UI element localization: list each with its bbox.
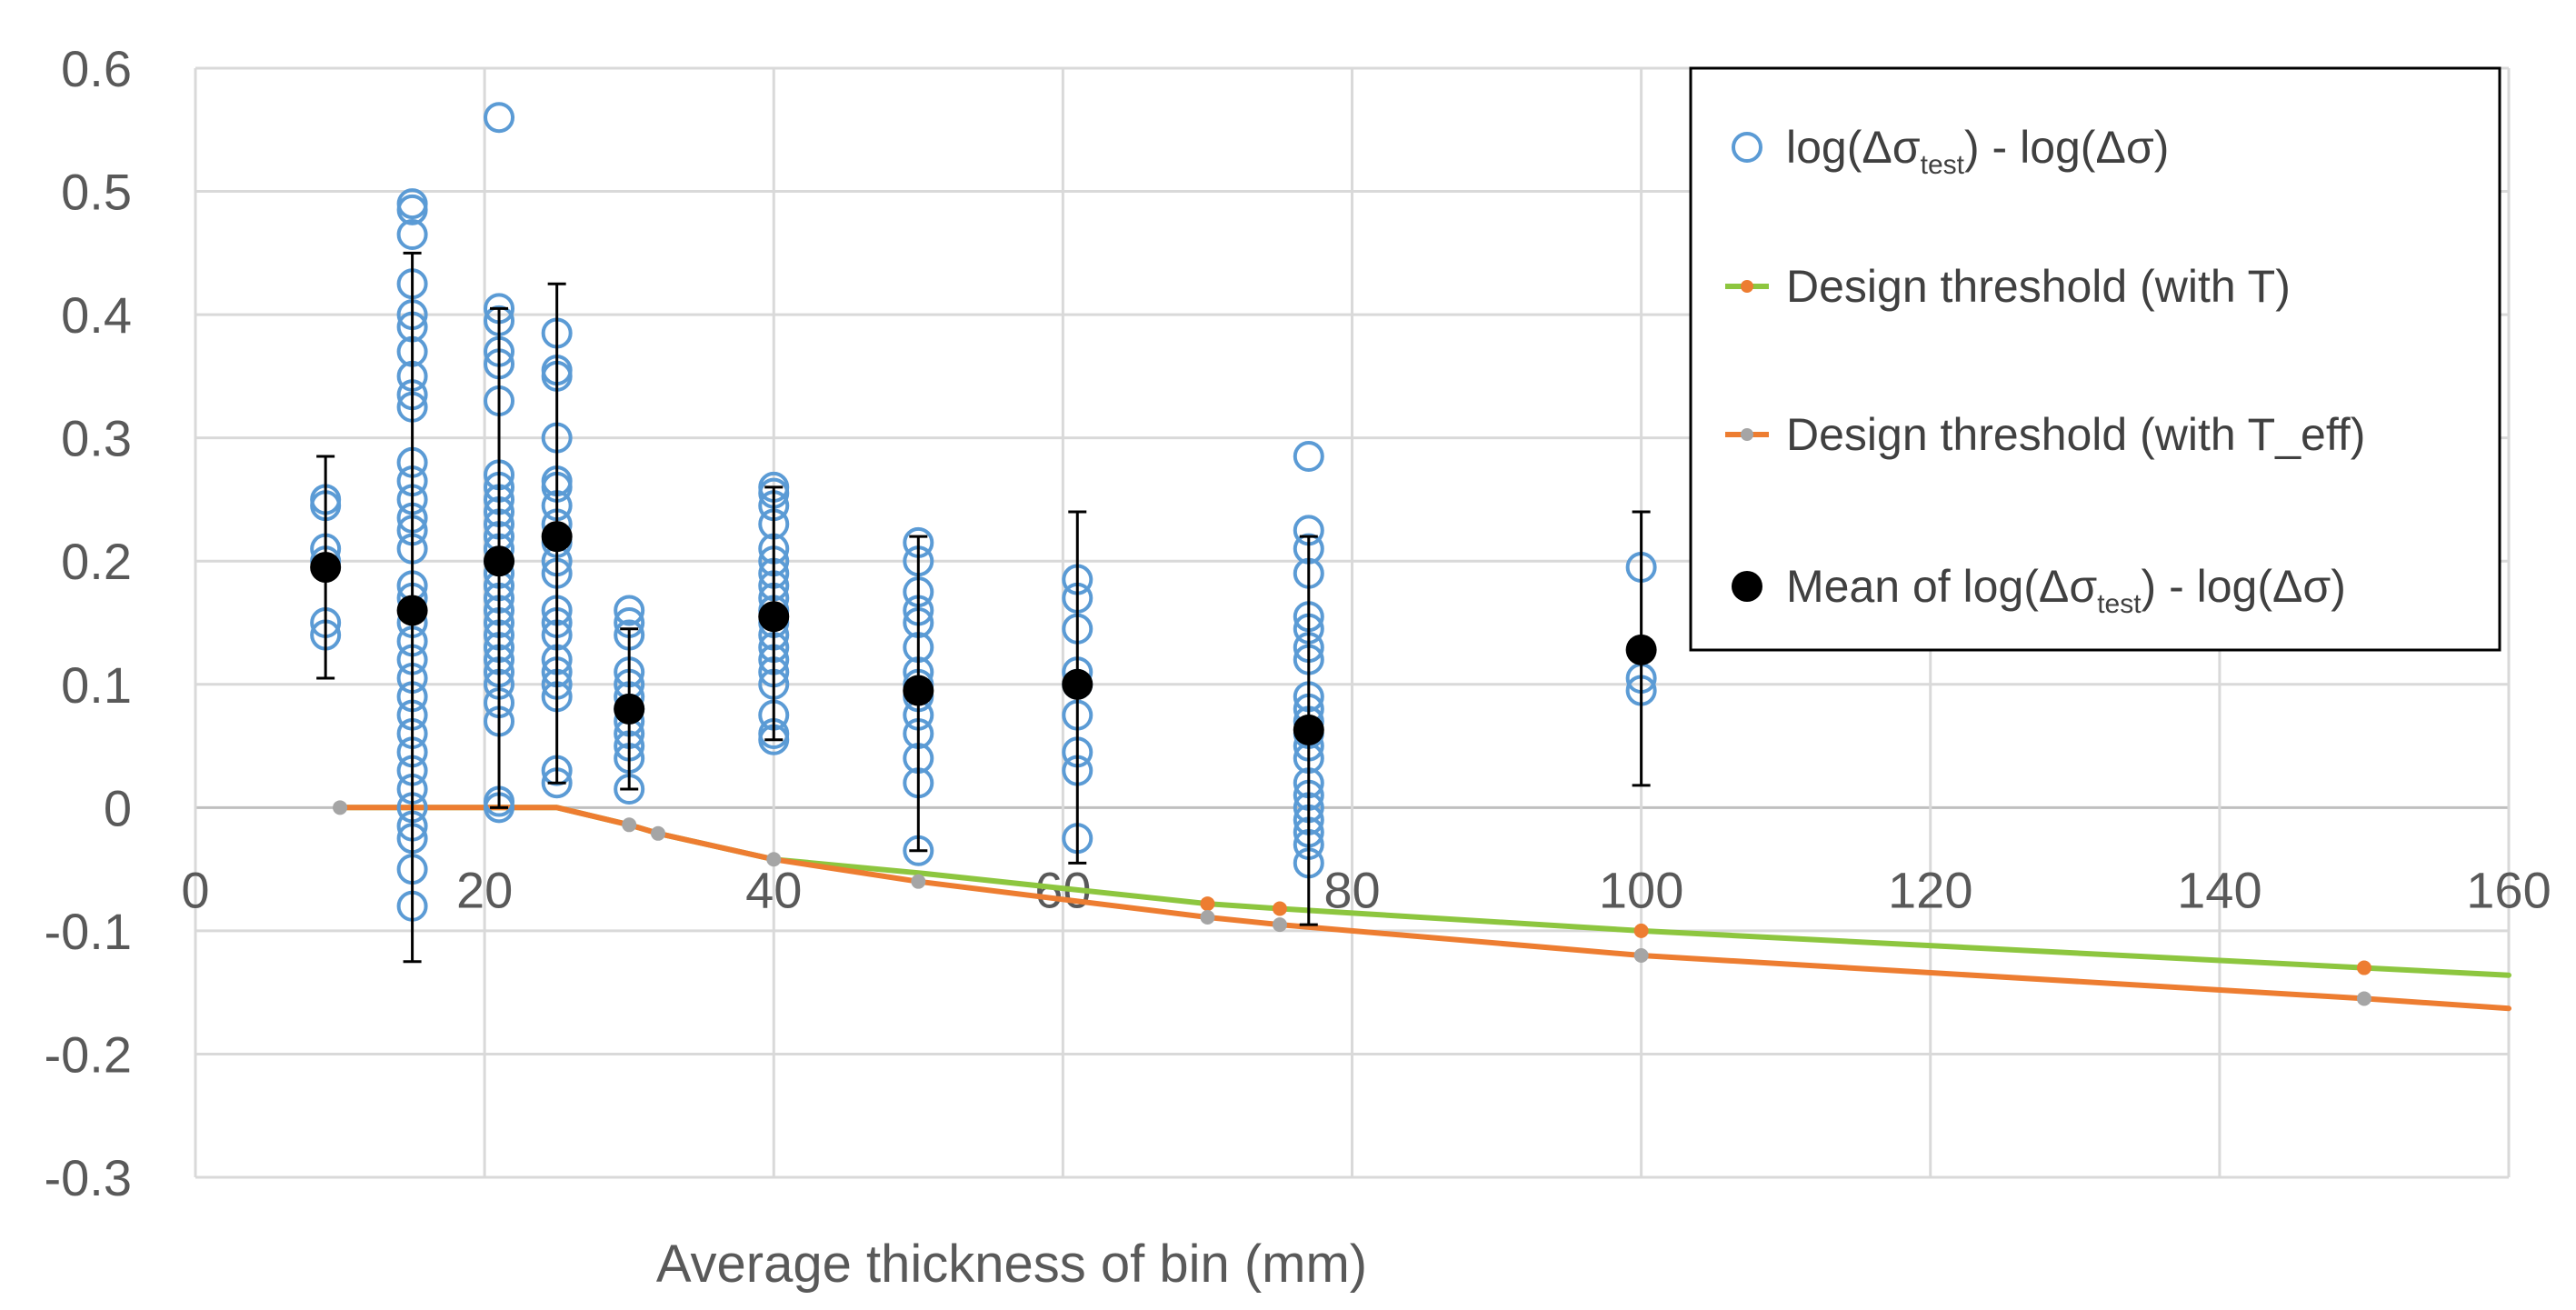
design_Teff-marker — [1272, 917, 1287, 933]
test-point — [396, 219, 428, 250]
mean-point — [1293, 714, 1324, 745]
legend-design_Teff-marker — [1741, 428, 1753, 441]
x-tick-label: 100 — [1599, 861, 1683, 918]
legend-mean-marker — [1732, 571, 1762, 602]
test-point — [396, 194, 428, 225]
design_Teff-marker — [1633, 948, 1649, 963]
x-tick-label: 140 — [2177, 861, 2261, 918]
mean-point — [903, 675, 934, 706]
test-point — [484, 102, 515, 134]
legend-box — [1689, 66, 2501, 652]
mean-points — [310, 251, 1657, 964]
x-tick-label: 20 — [456, 861, 513, 918]
y-tick-label: 0.4 — [61, 286, 132, 344]
mean-point — [758, 601, 790, 633]
mean-point — [541, 521, 573, 553]
x-axis-ticks: 0 20 40 60 80 100 120 140 160 — [181, 861, 2551, 918]
test-point — [614, 595, 645, 626]
legend-label: Design threshold (with T) — [1786, 261, 2291, 312]
y-tick-label: -0.2 — [45, 1025, 133, 1083]
y-tick-label: -0.1 — [45, 903, 133, 960]
legend-label: log(Δσtest) - log(Δσ) — [1786, 122, 2169, 180]
design_T-marker — [1200, 896, 1215, 912]
x-tick-label: 0 — [181, 861, 209, 918]
y-tick-label: 0.1 — [61, 656, 132, 714]
design_Teff-marker — [333, 800, 348, 815]
mean-point — [396, 595, 428, 626]
mean-point — [484, 545, 515, 577]
mean-point — [310, 552, 342, 583]
design_Teff-marker — [911, 874, 926, 889]
legend: log(Δσtest) - log(Δσ) Design threshold (w… — [1689, 66, 2501, 652]
design_Teff-marker — [622, 817, 637, 833]
mean-point — [614, 693, 645, 725]
y-tick-label: 0.2 — [61, 533, 132, 590]
design_Teff-marker — [1200, 909, 1215, 925]
mean-point — [1625, 634, 1657, 665]
design_Teff-marker — [2356, 991, 2371, 1006]
x-axis-title: Average thickness of bin (mm) — [656, 1235, 1367, 1294]
y-tick-label: 0.3 — [61, 410, 132, 467]
y-tick-label: 0.5 — [61, 164, 132, 221]
x-tick-label: 40 — [745, 861, 802, 918]
y-tick-label: 0 — [104, 779, 132, 836]
legend-test-marker — [1732, 132, 1762, 163]
design_T-marker — [1633, 923, 1649, 938]
y-axis-ticks: -0.3 -0.2 -0.1 0 0.1 0.2 0.3 0.4 0.5 0.6 — [45, 40, 133, 1206]
mean-point — [1062, 668, 1093, 700]
legend-label: Mean of log(Δσtest) - log(Δσ) — [1786, 561, 2346, 619]
legend-label: Design threshold (with T_eff) — [1786, 409, 2365, 460]
x-tick-label: 120 — [1888, 861, 1972, 918]
x-tick-label: 80 — [1323, 861, 1380, 918]
legend-design_T-marker — [1741, 280, 1753, 293]
x-tick-label: 160 — [2466, 861, 2551, 918]
y-tick-label: 0.6 — [61, 40, 132, 97]
test-point — [1293, 441, 1324, 472]
design_Teff-marker — [766, 852, 782, 867]
y-tick-label: -0.3 — [45, 1149, 133, 1206]
design_T-marker — [1272, 901, 1287, 916]
design_Teff-marker — [651, 825, 665, 841]
design_T-marker — [2356, 960, 2371, 975]
